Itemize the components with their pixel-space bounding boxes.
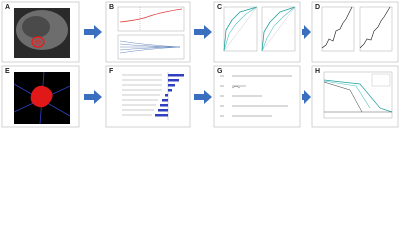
panel-label: B [109,4,114,11]
3d-render [13,71,71,125]
calibration-curves [321,6,393,52]
arrow [84,25,102,39]
feature-bars [122,72,184,120]
panel-label: G [217,68,223,75]
panel-label: A [5,4,10,11]
panel-box [105,1,191,63]
panel-label: D [315,4,320,11]
decision-curves [323,71,393,119]
panel-label: C [217,4,222,11]
arrow [194,90,212,104]
panel-label: F [109,68,114,75]
lasso-plots [117,6,185,60]
arrow [302,90,311,104]
arrow [194,25,212,39]
panel-box [311,1,399,63]
panel-label: E [5,68,10,75]
arrow [302,25,311,39]
ct-image [14,8,70,58]
nomogram [220,75,292,117]
panel-box [213,65,301,128]
roc-curves [223,6,296,52]
figure: A B C D E F G H [1,1,399,128]
panel-label: H [315,68,320,75]
arrow [84,90,102,104]
